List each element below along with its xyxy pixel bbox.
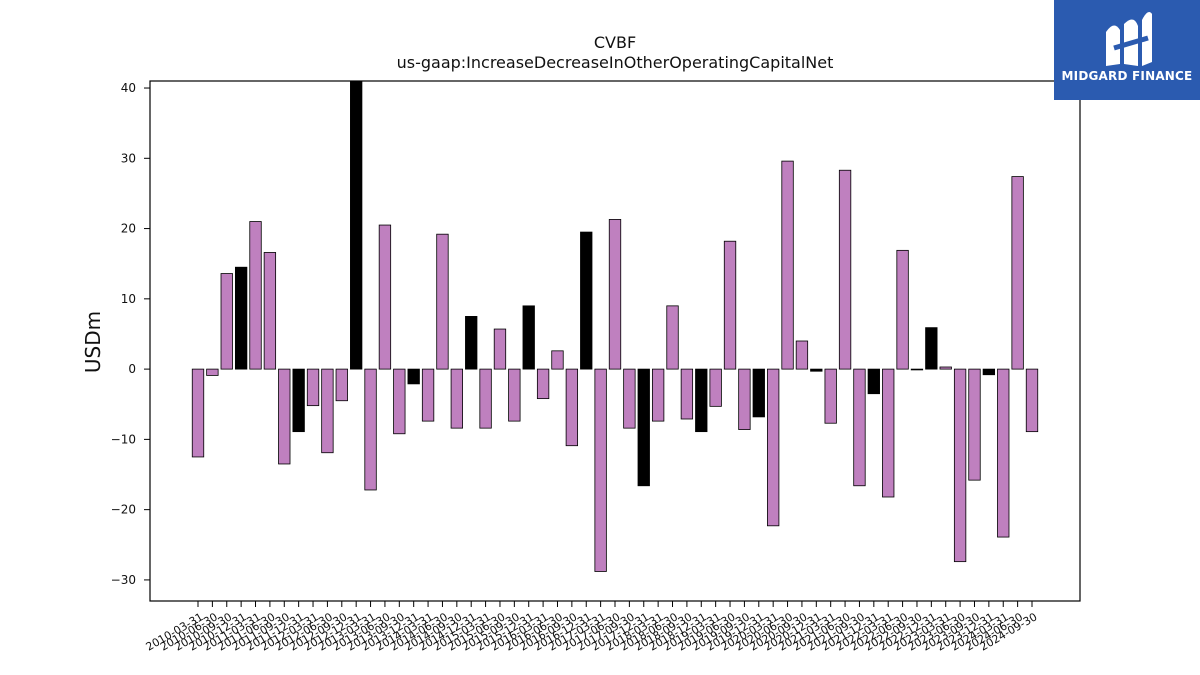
bar-2013-06-30 bbox=[378, 224, 392, 370]
bar-2010-06-30 bbox=[206, 368, 219, 376]
bar-2013-03-31 bbox=[364, 368, 377, 491]
bar-2023-03-31 bbox=[939, 366, 952, 370]
y-tick-label: −20 bbox=[111, 503, 136, 517]
bar-2019-03-31 bbox=[709, 368, 722, 407]
chart-subtitle: us-gaap:IncreaseDecreaseInOtherOperating… bbox=[396, 53, 834, 72]
bar-2018-09-30 bbox=[680, 368, 694, 420]
bar-2016-09-30 bbox=[565, 368, 579, 447]
brand-logo: MIDGARD FINANCE bbox=[1054, 0, 1200, 100]
bar-2022-12-31 bbox=[925, 327, 938, 370]
bar-2014-12-31 bbox=[465, 316, 478, 370]
bar-2019-12-31 bbox=[752, 368, 765, 418]
bar-2019-09-30 bbox=[738, 368, 751, 430]
y-tick-label: −10 bbox=[111, 432, 136, 446]
bar-2017-12-31 bbox=[637, 368, 650, 487]
bar-2020-09-30 bbox=[795, 340, 809, 370]
chart-title: CVBF bbox=[593, 33, 637, 52]
bar-2010-12-31 bbox=[234, 266, 248, 370]
bar-2021-06-30 bbox=[838, 169, 852, 370]
bars-group bbox=[191, 80, 1039, 572]
bar-2012-06-30 bbox=[321, 368, 334, 454]
bar-2017-06-30 bbox=[608, 219, 622, 370]
bar-2019-06-30 bbox=[723, 240, 737, 370]
bar-2015-12-31 bbox=[522, 305, 535, 370]
bar-2012-12-31 bbox=[350, 80, 363, 370]
bar-2020-06-30 bbox=[781, 160, 794, 370]
y-axis-label: USDm bbox=[81, 311, 105, 373]
bar-2015-03-31 bbox=[479, 368, 492, 429]
bar-2012-03-31 bbox=[306, 368, 320, 407]
x-axis: 2010-03-312010-06-302010-09-302010-12-31… bbox=[144, 601, 1040, 654]
bar-2024-06-30 bbox=[1011, 176, 1024, 370]
bar-2020-12-31 bbox=[810, 368, 823, 372]
bar-2021-03-31 bbox=[824, 368, 837, 424]
bar-2014-03-31 bbox=[421, 368, 435, 422]
bar-2015-09-30 bbox=[508, 368, 521, 422]
y-tick-label: 30 bbox=[121, 151, 136, 165]
bar-2010-03-31 bbox=[191, 368, 205, 458]
bar-2016-12-31 bbox=[580, 231, 593, 370]
bar-2024-03-31 bbox=[997, 368, 1010, 538]
bar-2018-03-31 bbox=[651, 368, 665, 422]
bar-2011-12-31 bbox=[292, 368, 305, 433]
bar-2012-09-30 bbox=[335, 368, 348, 402]
y-tick-label: 20 bbox=[121, 222, 136, 236]
y-axis: −30 −20 −10 0 10 20 30 40 bbox=[111, 81, 150, 587]
bar-2013-09-30 bbox=[393, 368, 406, 435]
bar-2021-12-31 bbox=[867, 368, 880, 395]
bar-2016-06-30 bbox=[551, 350, 564, 370]
bar-2023-09-30 bbox=[968, 368, 981, 481]
bar-2024-09-30 bbox=[1025, 368, 1039, 433]
bar-2016-03-31 bbox=[536, 368, 550, 400]
bar-2022-06-30 bbox=[896, 249, 909, 370]
y-tick-label: 40 bbox=[121, 81, 136, 95]
bar-2022-09-30 bbox=[910, 368, 924, 371]
bar-2017-03-31 bbox=[594, 368, 607, 572]
bar-2014-06-30 bbox=[436, 233, 449, 370]
bar-2010-09-30 bbox=[220, 273, 233, 370]
bar-2023-12-31 bbox=[982, 368, 996, 376]
bar-2022-03-31 bbox=[882, 368, 895, 498]
bar-2020-03-31 bbox=[767, 368, 780, 527]
y-tick-label: 0 bbox=[128, 362, 136, 376]
bar-2013-12-31 bbox=[407, 368, 420, 385]
y-tick-label: −30 bbox=[111, 573, 136, 587]
bar-2014-09-30 bbox=[450, 368, 463, 429]
brand-name: MIDGARD FINANCE bbox=[1061, 69, 1193, 83]
bar-2015-06-30 bbox=[493, 328, 507, 370]
logo-mark-icon bbox=[1106, 12, 1152, 67]
y-tick-label: 10 bbox=[121, 292, 136, 306]
bar-2017-09-30 bbox=[623, 368, 636, 429]
bar-2011-03-31 bbox=[249, 221, 262, 370]
bar-2018-12-31 bbox=[695, 368, 708, 433]
bar-2023-06-30 bbox=[953, 368, 967, 563]
bar-2018-06-30 bbox=[666, 305, 679, 370]
bar-2011-06-30 bbox=[263, 252, 277, 370]
bar-2021-09-30 bbox=[853, 368, 866, 487]
bar-2011-09-30 bbox=[278, 368, 291, 465]
